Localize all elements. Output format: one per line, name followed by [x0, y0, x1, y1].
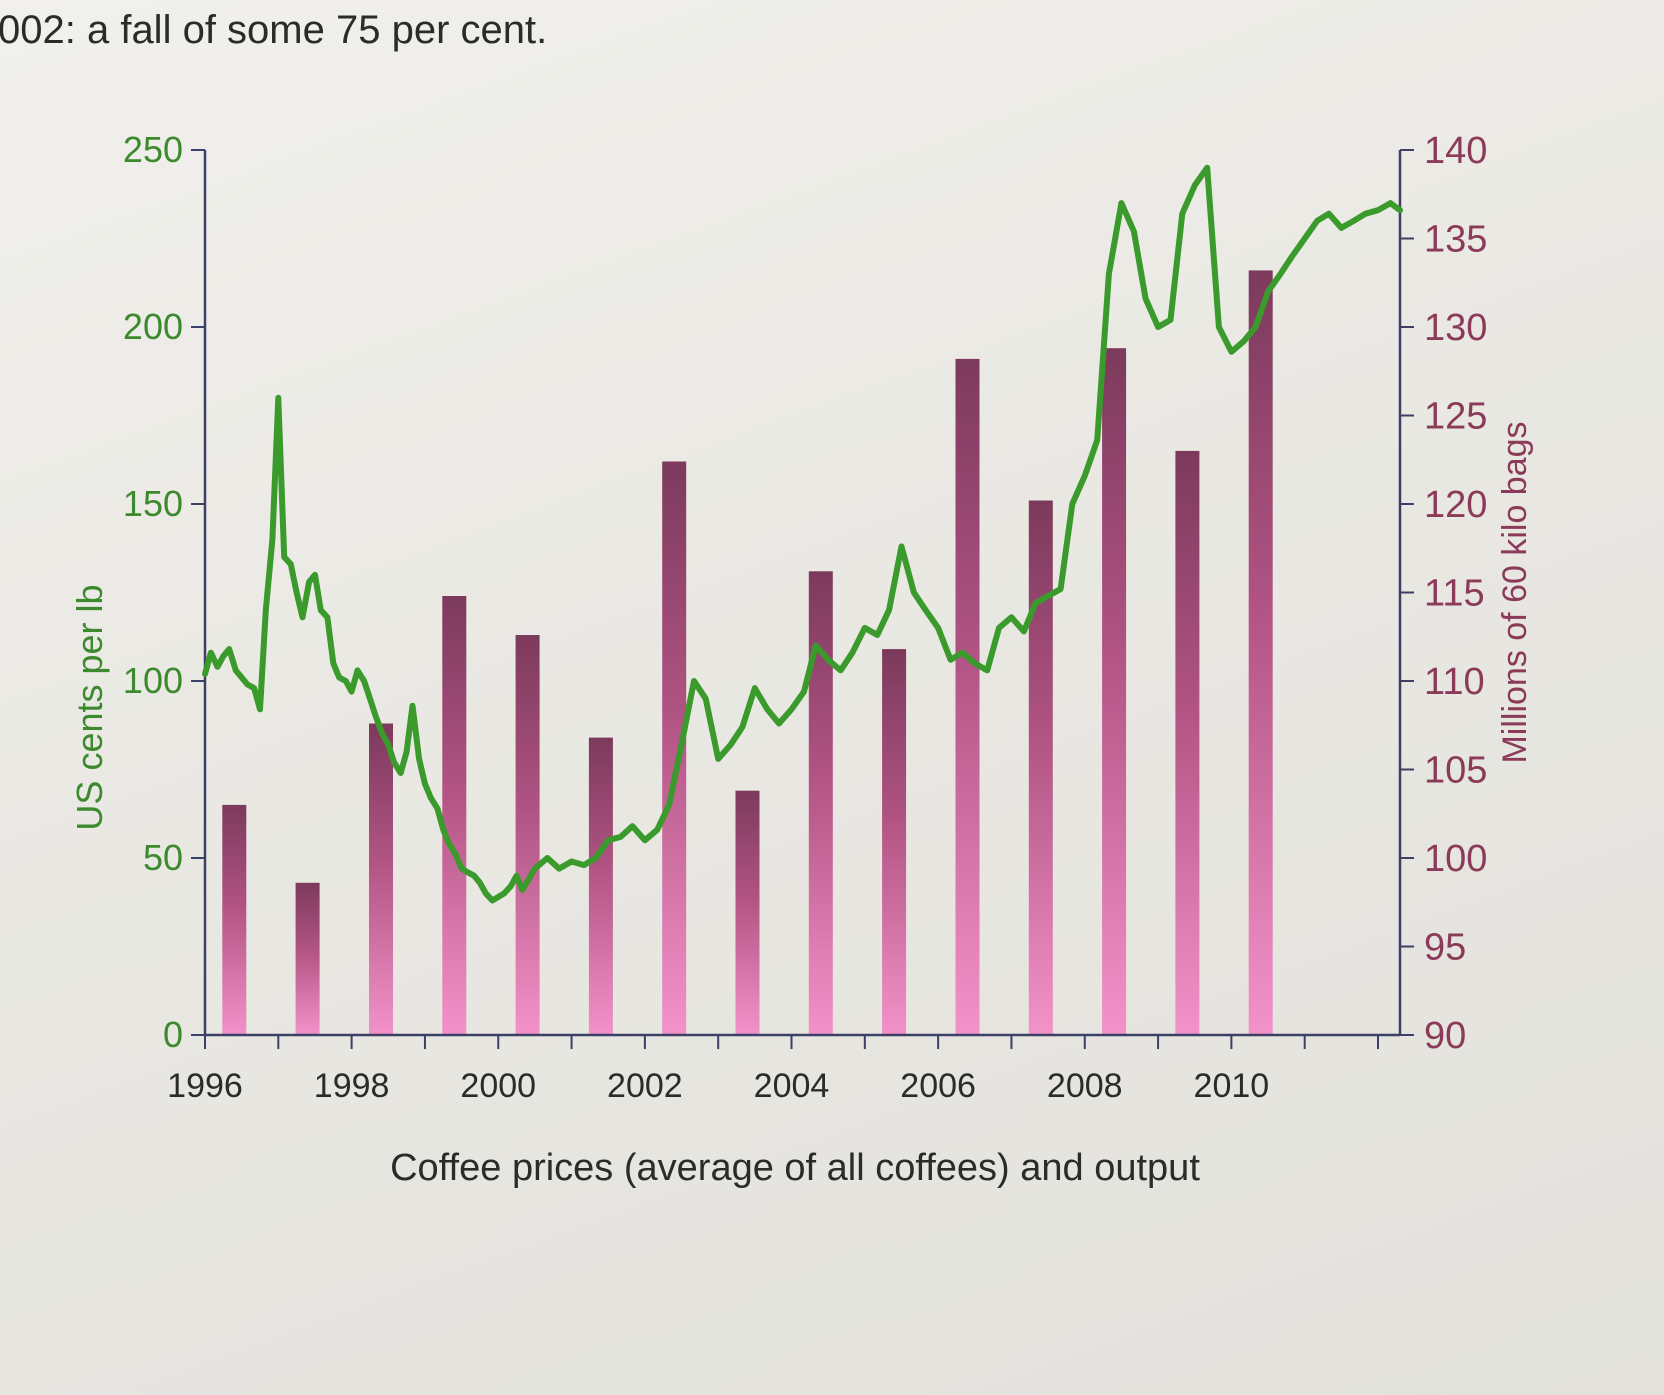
y-left-tick-label: 200: [123, 306, 183, 347]
y-right-tick-label: 95: [1424, 927, 1466, 969]
chart-caption: Coffee prices (average of all coffees) a…: [390, 1147, 1200, 1189]
x-tick-label: 2006: [900, 1067, 976, 1105]
y-axis-right-title: Millions of 60 kilo bags: [1496, 421, 1534, 763]
output-bar: [222, 804, 247, 1035]
output-bar: [808, 571, 833, 1035]
y-left-tick-label: 50: [143, 837, 183, 878]
y-axis-left-title: US cents per lb: [69, 584, 110, 830]
x-tick-label: 1996: [167, 1067, 243, 1105]
output-bar: [515, 635, 540, 1035]
output-bar: [588, 737, 613, 1035]
x-tick-label: 2002: [607, 1067, 683, 1105]
output-bar: [1248, 270, 1273, 1035]
y-left-tick-label: 0: [163, 1014, 183, 1055]
price-line-layer: [202, 164, 1403, 904]
y-right-tick-label: 110: [1424, 661, 1485, 703]
y-right-tick-label: 140: [1424, 130, 1487, 172]
output-bar: [369, 723, 393, 1035]
x-tick-label: 2004: [754, 1067, 830, 1105]
y-left-tick-label: 100: [123, 660, 183, 701]
y-right-tick-label: 105: [1424, 750, 1487, 792]
axes: 0 50 100 150 200 250 90 95 100 105 110 115 120 125 130…: [123, 129, 1487, 1105]
output-bar: [882, 649, 907, 1035]
y-right-tick-label: 100: [1424, 838, 1487, 880]
output-bar: [735, 790, 760, 1035]
y-right-tick-label: 120: [1424, 484, 1487, 526]
y-right-tick-label: 130: [1424, 307, 1487, 349]
output-bar: [955, 358, 980, 1035]
y-left-tick-label: 250: [123, 129, 183, 170]
x-tick-label: 1998: [314, 1067, 390, 1105]
price-line: [202, 164, 1403, 904]
y-right-tick-label: 115: [1424, 573, 1485, 615]
x-tick-label: 2008: [1047, 1067, 1123, 1105]
x-tick-label: 2010: [1194, 1067, 1270, 1105]
y-right-tick-label: 135: [1424, 219, 1487, 261]
output-bar: [1102, 348, 1127, 1035]
x-tick-label: 2000: [460, 1067, 536, 1105]
output-bar: [1175, 450, 1200, 1035]
y-right-tick-label: 90: [1424, 1015, 1466, 1057]
intro-text: 002: a fall of some 75 per cent.: [0, 8, 548, 52]
y-left-tick-label: 150: [123, 483, 183, 524]
chart-labels: US cents per lb Millions of 60 kilo bags…: [69, 421, 1534, 1189]
output-bars: [222, 270, 1273, 1035]
output-bar: [295, 882, 320, 1035]
output-bar: [442, 596, 467, 1035]
output-bar: [1028, 500, 1053, 1035]
y-right-tick-label: 125: [1424, 396, 1487, 438]
